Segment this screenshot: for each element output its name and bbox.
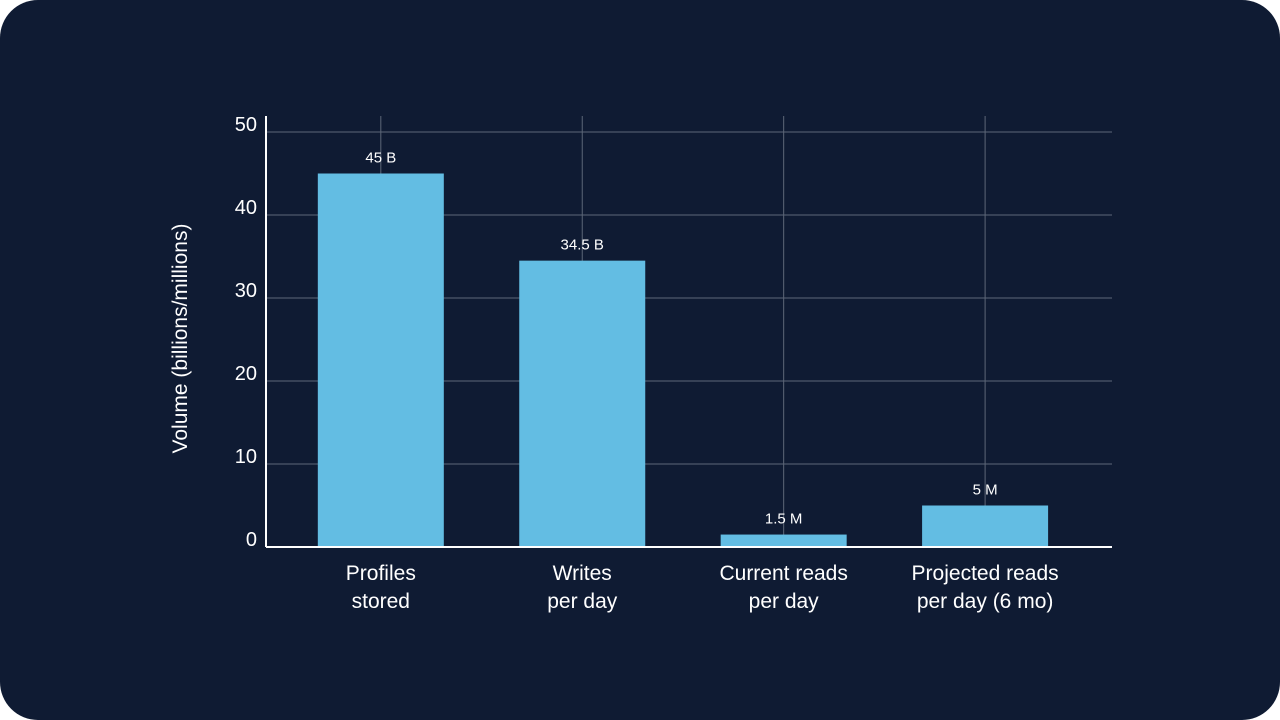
data-label: 34.5 B <box>561 237 604 254</box>
y-tick-label: 30 <box>235 280 257 302</box>
y-tick-label: 40 <box>235 197 257 219</box>
bar <box>519 260 646 547</box>
x-category-label: Writes per day <box>547 562 618 613</box>
labels: 0 10 20 30 40 50 45 B 34.5 B 1.5 M 5 M Profiles sto… <box>235 114 1059 613</box>
x-category-label-line: Profiles <box>346 562 416 585</box>
bars <box>317 173 1049 547</box>
x-category-label: Projected reads per day (6 mo) <box>912 562 1059 613</box>
x-category-label-line: per day <box>547 590 618 613</box>
x-category-label: Profiles stored <box>346 562 416 613</box>
data-label: 5 M <box>973 482 998 499</box>
x-category-label-line: stored <box>352 590 410 613</box>
bar <box>922 505 1049 547</box>
x-category-label-line: Writes <box>553 562 612 585</box>
axes <box>265 116 1112 548</box>
y-tick-label: 50 <box>235 114 257 136</box>
x-category-label-line: Projected reads <box>912 562 1059 585</box>
x-category-label-line: Current reads <box>719 562 847 585</box>
x-category-label-line: per day <box>749 590 820 613</box>
y-tick-label: 10 <box>235 446 257 468</box>
bar <box>720 534 847 547</box>
y-tick-label: 20 <box>235 363 257 385</box>
data-label: 1.5 M <box>765 511 803 528</box>
bar <box>317 173 444 547</box>
data-label: 45 B <box>365 150 396 167</box>
y-axis-title: Volume (billions/millions) <box>169 224 192 454</box>
x-category-label-line: per day (6 mo) <box>917 590 1054 613</box>
y-tick-label: 0 <box>246 529 257 551</box>
x-category-label: Current reads per day <box>719 562 847 613</box>
